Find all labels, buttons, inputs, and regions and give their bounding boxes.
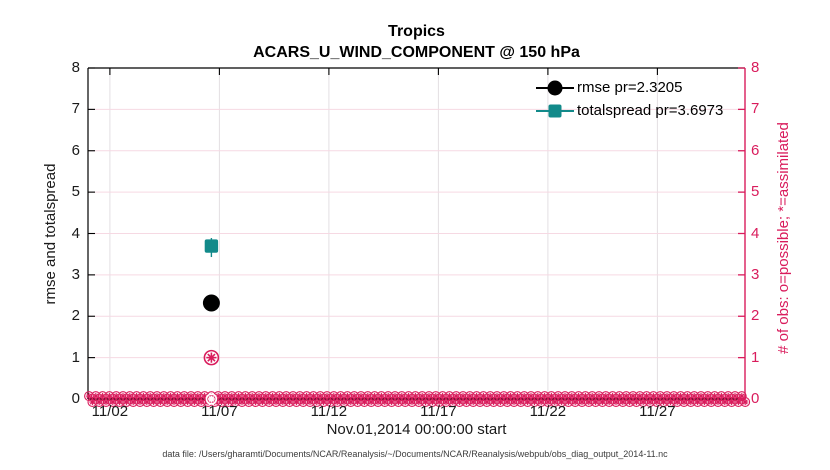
circle-star-marker [277,397,288,407]
legend-label-rmse: rmse pr=2.3205 [577,79,683,96]
x-tick-label: 11/27 [639,403,676,420]
circle-star-marker [468,397,479,407]
x-tick-label: 11/17 [420,403,457,420]
circle-star-marker [583,397,594,407]
y-tick-label-left: 2 [71,307,80,325]
y-tick-label-right: 4 [751,224,760,242]
y-tick-label-right: 8 [751,59,760,76]
x-axis-label: Nov.01,2014 00:00:00 start [326,421,507,438]
circle-star-marker [393,397,404,407]
gridlines [88,68,745,399]
y-tick-label-left: 6 [71,141,80,159]
legend-item-totalspread: totalspread pr=3.6973 [536,99,723,122]
y-tick-label-right: 2 [751,307,760,325]
totalspread-square-marker-icon [536,102,574,120]
circle-star-marker [624,397,635,407]
obs-count-marker-icon [203,349,220,366]
y-tick-label-left: 8 [71,59,80,76]
y-tick-label-right: 0 [751,390,760,407]
y-tick-label-right: 6 [751,141,760,159]
chart-title: Tropics [388,23,445,40]
y-tick-label-left: 7 [71,100,80,118]
circle-star-marker [665,397,676,407]
circle-star-marker [740,397,751,407]
y-tick-label-right: 3 [751,265,760,283]
circle-star-marker [84,391,94,402]
y-tick-label-left: 1 [71,348,80,366]
circle-star-marker [305,397,315,407]
circle-star-marker [549,397,560,407]
circle-star-marker [237,397,247,407]
obs-band-gap-marker-icon [205,393,218,405]
circle-star-marker [359,397,370,407]
legend-item-rmse: rmse pr=2.3205 [536,76,723,99]
circle-star-marker [699,397,710,407]
x-tick-label: 11/12 [310,403,348,420]
totalspread-data-marker [204,238,219,258]
x-tick-label: 11/07 [201,403,238,420]
data-file-caption: data file: /Users/gharamti/Documents/NCA… [162,449,668,459]
x-tick-label: 11/22 [529,403,567,420]
circle-star-marker [736,391,747,402]
circle-star-marker [454,397,465,407]
circle-star-marker [556,397,567,407]
circle-star-marker [356,391,366,402]
y-tick-label-left: 3 [71,265,80,283]
y-tick-label-left: 4 [71,224,80,242]
y-tick-label-left: 0 [71,390,80,407]
rmse-data-marker [202,294,220,312]
legend-label-totalspread: totalspread pr=3.6973 [577,102,724,119]
circle-star-marker [114,397,125,407]
y-tick-label-right: 1 [751,348,760,366]
y-tick-label-right: 7 [751,100,760,118]
legend: rmse pr=2.3205 totalspread pr=3.6973 [536,76,723,122]
circle-star-marker [447,397,458,407]
circle-star-marker [271,397,281,407]
obs-zero-band [84,391,751,407]
circle-star-marker [94,397,105,407]
x-tick-label: 11/02 [91,403,129,420]
chart-subtitle: ACARS_U_WIND_COMPONENT @ 150 hPa [253,44,580,61]
y-tick-label-right: 5 [751,183,760,201]
rmse-circle-marker-icon [536,79,574,97]
y-tick-label-left: 5 [71,183,80,201]
